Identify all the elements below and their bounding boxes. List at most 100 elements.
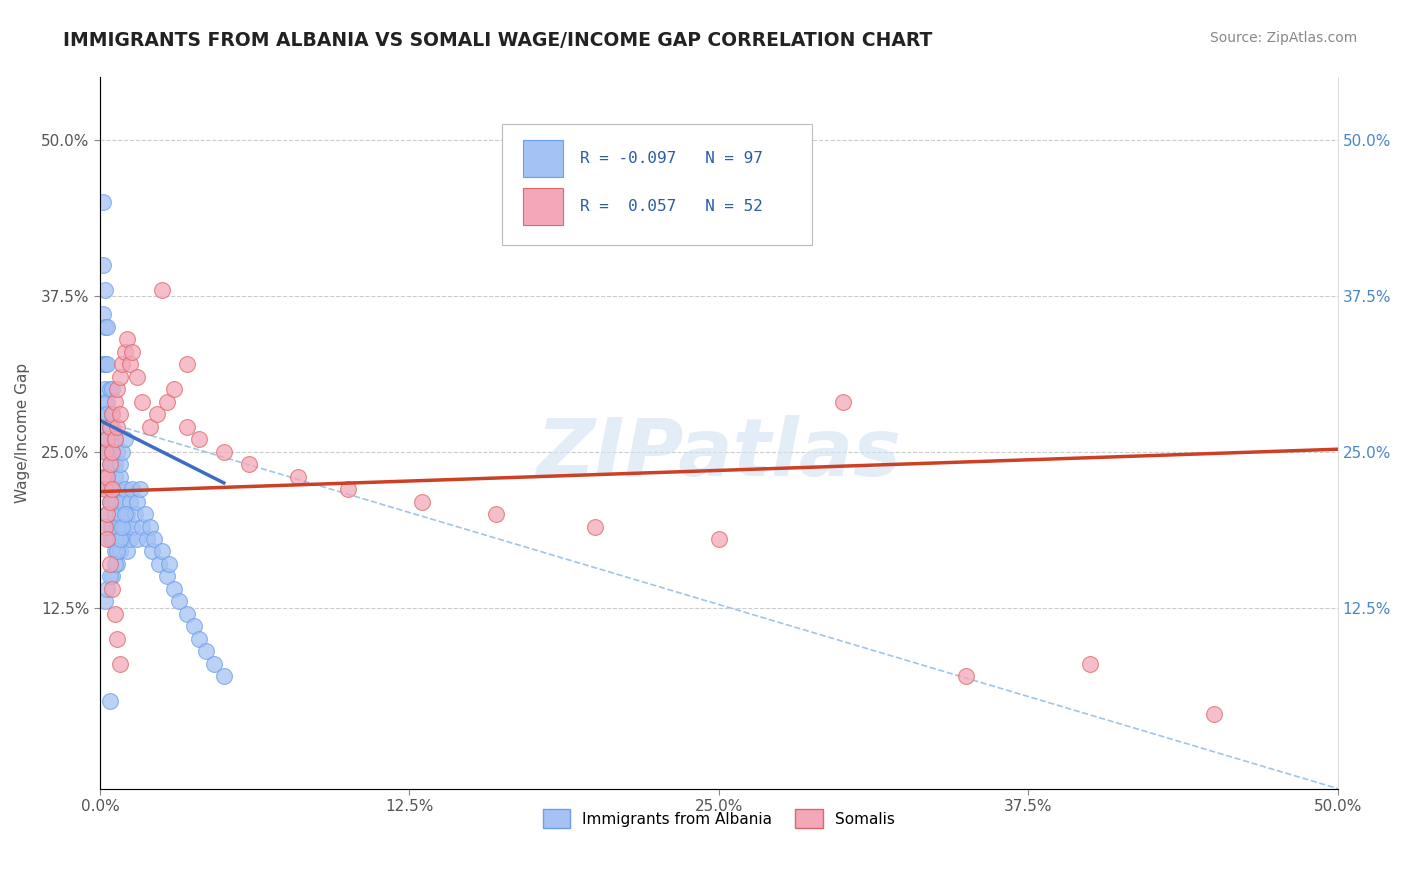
Point (111, 494, 134, 508)
Point (96, 469, 118, 483)
Point (121, 519, 143, 533)
Point (485, 507, 508, 521)
Point (94, 482, 117, 496)
Point (96, 482, 118, 496)
Text: R = -0.097   N = 97: R = -0.097 N = 97 (581, 151, 763, 166)
Point (101, 419, 124, 434)
Point (117, 333, 139, 347)
Point (105, 482, 128, 496)
Point (238, 457, 260, 471)
Point (163, 582, 186, 596)
Point (1202, 706, 1225, 721)
Point (118, 357, 141, 371)
Point (1078, 657, 1101, 671)
Point (101, 482, 124, 496)
Point (101, 382, 124, 396)
Point (111, 357, 134, 371)
Point (96, 507, 118, 521)
Point (114, 432, 136, 446)
Point (94, 394, 117, 409)
Point (98, 532, 121, 546)
Point (148, 557, 170, 571)
Point (94, 357, 117, 371)
Point (98, 457, 121, 471)
Point (117, 507, 139, 521)
Point (124, 507, 146, 521)
Point (114, 482, 136, 496)
Point (96, 432, 118, 446)
Point (96, 469, 118, 483)
Point (104, 544, 127, 558)
Point (96, 407, 118, 421)
Point (104, 494, 127, 508)
Point (212, 444, 235, 458)
Point (127, 369, 149, 384)
Point (91, 357, 114, 371)
Point (94, 320, 117, 334)
Point (101, 532, 124, 546)
Point (96, 532, 118, 546)
Point (831, 394, 853, 409)
Point (183, 619, 205, 633)
Point (336, 482, 359, 496)
Point (118, 494, 141, 508)
Point (176, 357, 198, 371)
Point (105, 544, 128, 558)
Point (101, 582, 124, 596)
Point (96, 432, 118, 446)
Point (98, 557, 121, 571)
Point (108, 469, 131, 483)
Point (98, 519, 121, 533)
Text: ZIPatlas: ZIPatlas (536, 416, 901, 493)
Point (98, 382, 121, 396)
Point (101, 407, 124, 421)
Point (96, 357, 118, 371)
Point (91, 195, 114, 210)
Point (134, 507, 156, 521)
Point (176, 419, 198, 434)
Legend: Immigrants from Albania, Somalis: Immigrants from Albania, Somalis (537, 804, 901, 834)
Point (96, 320, 118, 334)
Text: Source: ZipAtlas.com: Source: ZipAtlas.com (1209, 31, 1357, 45)
Point (131, 519, 153, 533)
Point (105, 444, 128, 458)
Point (136, 532, 159, 546)
Point (955, 669, 977, 683)
Point (167, 594, 190, 608)
Point (114, 519, 136, 533)
Point (98, 482, 121, 496)
Point (94, 444, 117, 458)
Point (98, 457, 121, 471)
Point (101, 444, 124, 458)
Text: IMMIGRANTS FROM ALBANIA VS SOMALI WAGE/INCOME GAP CORRELATION CHART: IMMIGRANTS FROM ALBANIA VS SOMALI WAGE/I… (63, 31, 932, 50)
Point (101, 482, 124, 496)
Point (98, 419, 121, 434)
Point (163, 382, 186, 396)
Point (114, 345, 136, 359)
Point (188, 432, 211, 446)
Point (156, 394, 179, 409)
Point (105, 382, 128, 396)
Point (104, 457, 127, 471)
Point (156, 569, 179, 583)
Point (212, 669, 235, 683)
Point (111, 532, 134, 546)
Point (104, 469, 127, 483)
Point (138, 519, 160, 533)
Point (105, 519, 128, 533)
Point (98, 419, 121, 434)
Point (101, 569, 124, 583)
Point (101, 407, 124, 421)
Point (143, 532, 166, 546)
Point (101, 457, 124, 471)
Point (104, 394, 127, 409)
Point (150, 283, 173, 297)
Point (127, 532, 149, 546)
Point (104, 557, 127, 571)
Y-axis label: Wage/Income Gap: Wage/Income Gap (15, 363, 30, 503)
Point (104, 507, 127, 521)
Point (94, 283, 117, 297)
Point (287, 469, 309, 483)
Point (94, 469, 117, 483)
Point (98, 444, 121, 458)
